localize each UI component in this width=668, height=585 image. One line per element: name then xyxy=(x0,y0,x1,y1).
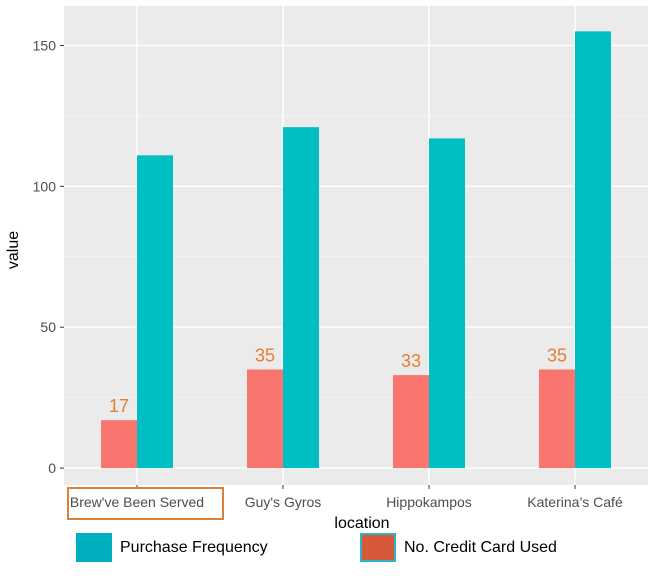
data-label: 35 xyxy=(547,345,567,365)
x-axis: Brew've Been Served Guy's Gyros Hippokampo… xyxy=(70,485,623,510)
data-label: 17 xyxy=(109,396,129,416)
x-axis-title: location xyxy=(334,515,389,530)
x-tick-label: Katerina’s Café xyxy=(527,494,623,510)
legend: Purchase Frequency No. Credit Card Used xyxy=(0,533,668,569)
data-labels: 17 35 33 35 xyxy=(109,345,567,416)
x-tick-label: Hippokampos xyxy=(386,494,472,510)
y-axis: 0 50 100 150 xyxy=(33,37,64,476)
legend-swatch-credit-card-used xyxy=(360,533,396,562)
bar xyxy=(137,155,173,469)
data-label: 35 xyxy=(255,345,275,365)
bar xyxy=(575,31,611,469)
bar xyxy=(393,375,429,469)
bar xyxy=(247,369,283,469)
bar xyxy=(101,420,137,469)
y-axis-title: value xyxy=(5,231,22,269)
data-label: 33 xyxy=(401,351,421,371)
bars xyxy=(101,31,611,469)
x-tick-label: Guy's Gyros xyxy=(245,494,322,510)
highlight-box xyxy=(67,487,224,520)
legend-label: No. Credit Card Used xyxy=(404,538,557,556)
legend-label: Purchase Frequency xyxy=(120,538,268,556)
bar-chart: 17 35 33 35 0 50 100 150 Brew've Been Served Gu… xyxy=(5,6,648,530)
bar xyxy=(283,127,319,469)
bar xyxy=(429,138,465,469)
y-tick-label: 150 xyxy=(33,37,57,53)
legend-item-purchase-frequency: Purchase Frequency xyxy=(76,533,268,562)
y-tick-label: 0 xyxy=(48,460,56,476)
y-tick-label: 50 xyxy=(40,319,56,335)
legend-item-credit-card-used: No. Credit Card Used xyxy=(360,533,557,562)
y-tick-label: 100 xyxy=(33,178,57,194)
bar xyxy=(539,369,575,469)
x-tick-label: Brew've Been Served xyxy=(70,494,204,510)
legend-swatch-purchase-frequency xyxy=(76,533,112,562)
